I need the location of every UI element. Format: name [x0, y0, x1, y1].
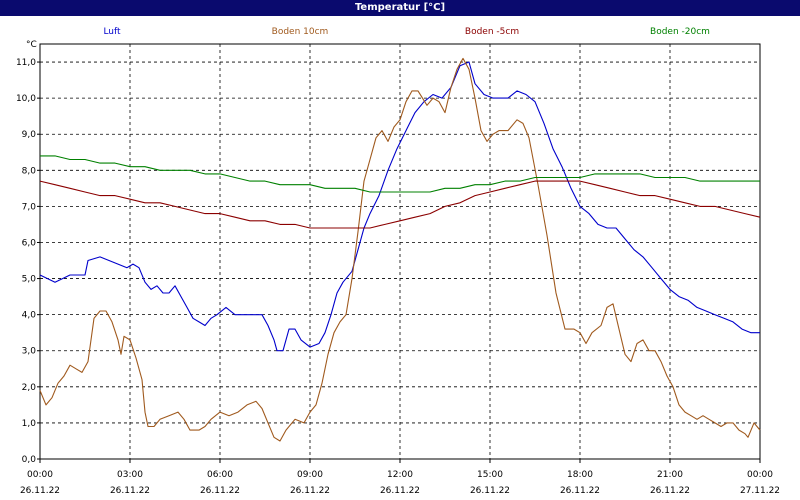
x-tick-time: 00:00	[747, 470, 773, 480]
y-tick-label: 4,0	[22, 311, 37, 321]
series-lines	[39, 57, 761, 442]
legend: Luft Boden 10cm Boden -5cm Boden -20cm	[103, 27, 710, 37]
x-tick-time: 21:00	[657, 470, 683, 480]
x-tick-time: 18:00	[567, 470, 593, 480]
y-tick-label: 7,0	[22, 202, 37, 212]
series-line-1	[39, 57, 761, 442]
y-tick-label: 9,0	[22, 130, 37, 140]
y-tick-label: 3,0	[22, 347, 37, 357]
x-tick-time: 09:00	[297, 470, 323, 480]
x-tick-time: 15:00	[477, 470, 503, 480]
grid	[39, 43, 761, 460]
x-tick-date: 27.11.22	[740, 486, 780, 496]
series-line-3	[40, 155, 760, 193]
x-tick-date: 26.11.22	[200, 486, 240, 496]
x-tick-date: 26.11.22	[110, 486, 150, 496]
y-tick-label: 11,0	[16, 58, 36, 68]
y-tick-label: 6,0	[22, 238, 37, 248]
y-tick-label: 0,0	[22, 455, 37, 465]
legend-entry: Boden -20cm	[650, 27, 710, 37]
x-tick-date: 26.11.22	[20, 486, 60, 496]
chart-title: Temperatur [°C]	[0, 0, 800, 16]
x-tick-date: 26.11.22	[470, 486, 510, 496]
legend-entry: Boden -5cm	[465, 27, 519, 37]
x-tick-date: 26.11.22	[650, 486, 690, 496]
x-tick-time: 03:00	[117, 470, 143, 480]
x-tick-date: 26.11.22	[380, 486, 420, 496]
axes: 0,0 1,0 2,0 3,0 4,0 5,0 6,0 7,0 8,0 9,0 10,0 11,0 00…	[16, 58, 780, 496]
y-tick-label: 10,0	[16, 94, 36, 104]
y-tick-label: 2,0	[22, 383, 37, 393]
legend-entry: Luft	[103, 27, 121, 37]
y-axis-unit: °C	[26, 40, 37, 50]
y-tick-label: 8,0	[22, 166, 37, 176]
x-tick-date: 26.11.22	[290, 486, 330, 496]
x-tick-time: 06:00	[207, 470, 233, 480]
legend-entry: Boden 10cm	[272, 27, 329, 37]
y-tick-label: 1,0	[22, 419, 37, 429]
x-tick-time: 12:00	[387, 470, 413, 480]
x-tick-time: 00:00	[27, 470, 53, 480]
y-tick-label: 5,0	[22, 275, 37, 285]
series-line-2	[39, 180, 761, 229]
x-tick-date: 26.11.22	[560, 486, 600, 496]
